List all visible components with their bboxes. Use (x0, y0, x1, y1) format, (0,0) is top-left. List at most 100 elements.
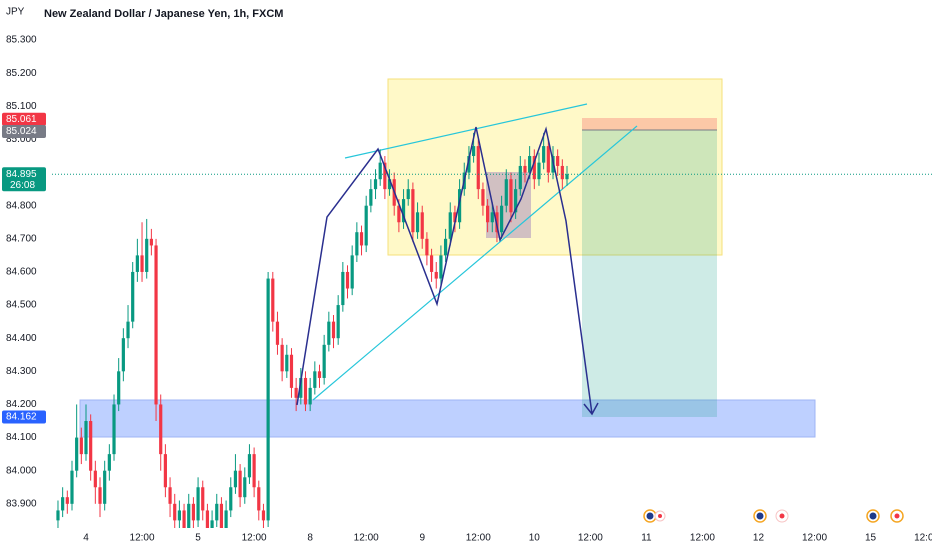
price-tag-label: 84.895 (6, 169, 37, 180)
candle-body (294, 387, 298, 398)
candle-body (266, 278, 270, 521)
candle-body (481, 189, 485, 206)
drawings (79, 78, 816, 438)
candle-body (453, 212, 457, 223)
zigzag (296, 126, 593, 415)
candle-body (89, 421, 93, 471)
candle-body (532, 156, 536, 180)
candle-body (149, 238, 153, 246)
candle-body (500, 205, 504, 233)
x-tick-label: 12:00 (354, 533, 379, 544)
candle-body (154, 245, 158, 405)
x-tick-label: 10 (529, 533, 541, 544)
x-tick-label: 4 (83, 533, 89, 544)
x-tick-label: 8 (307, 533, 313, 544)
candle-body (523, 165, 527, 173)
candle-body (247, 454, 252, 478)
y-tick-label: 84.300 (6, 366, 37, 377)
candle-body (331, 321, 336, 339)
candle-body (341, 271, 345, 306)
y-tick-label: 84.500 (6, 300, 37, 311)
candle-body (336, 305, 340, 339)
candle-body (117, 371, 121, 405)
y-tick-label: 85.300 (6, 35, 37, 46)
y-tick-label: 84.400 (6, 333, 37, 344)
y-tick-label: 84.700 (6, 233, 37, 244)
currency: JPY (6, 7, 25, 18)
support-zone (79, 399, 816, 438)
candle-body (103, 470, 107, 504)
x-tick-label: 12:00 (242, 533, 267, 544)
candle-body (313, 371, 317, 388)
candle-body (215, 503, 219, 521)
candle-body (369, 189, 373, 206)
candle-body (472, 146, 476, 157)
candle-body (420, 212, 424, 239)
y-tick-label: 84.100 (6, 432, 37, 443)
candle-body (271, 278, 275, 322)
candle-body (528, 156, 532, 173)
candle-body (434, 271, 438, 279)
y-tick-label: 84.200 (6, 399, 37, 410)
candle-body (425, 238, 429, 256)
candle-body (378, 162, 382, 180)
candle-body (187, 503, 191, 528)
event-icon (894, 513, 900, 519)
candle-body (205, 510, 210, 528)
arrow-head (583, 402, 599, 416)
candle-body (448, 212, 452, 239)
candle-body (261, 510, 266, 521)
candle-body (359, 232, 364, 246)
event-icon (646, 512, 654, 520)
candle-body (70, 470, 74, 504)
candle-body (560, 165, 564, 180)
y-tick-label: 83.900 (6, 498, 37, 509)
candle-body (457, 189, 462, 223)
candle-body (443, 238, 448, 256)
chart-title: New Zealand Dollar / Japanese Yen, 1h, F… (44, 8, 283, 20)
candle-body (355, 232, 359, 256)
x-tick-label: 12:00 (130, 533, 155, 544)
candle-body (504, 179, 508, 206)
candle-body (401, 199, 406, 223)
y-tick-label: 85.000 (6, 134, 37, 145)
target-zone (582, 130, 717, 417)
candle-body (163, 454, 167, 488)
stop-zone (582, 118, 717, 130)
y-tick-label: 84.600 (6, 267, 37, 278)
candle-body (387, 179, 392, 190)
candle-body (79, 437, 83, 455)
candle-body (514, 189, 518, 213)
candle-body (56, 510, 60, 521)
x-tick-label: 12:00 (690, 533, 715, 544)
candle-body (98, 487, 102, 504)
x-tick-label: 12:00 (914, 533, 932, 544)
candle-body (107, 454, 111, 471)
candle-body (177, 510, 181, 521)
candle-body (75, 437, 79, 471)
candle-body (145, 238, 149, 272)
candle-body (537, 162, 541, 180)
candle-body (546, 146, 550, 173)
candle-body (219, 503, 224, 528)
price-tag-label: 85.061 (6, 114, 37, 125)
candle-body (201, 487, 205, 511)
candle-body (135, 255, 139, 272)
candle-body (191, 503, 196, 521)
candle-body (509, 179, 513, 213)
candle-body (518, 165, 522, 190)
x-tick-label: 12 (753, 533, 765, 544)
candle-body (196, 487, 200, 521)
price-tag-label: 85.024 (6, 126, 37, 137)
candle-body (285, 354, 289, 372)
event-icon (779, 513, 785, 519)
candle-body (210, 520, 214, 528)
candle-body (490, 212, 494, 223)
price-tag (2, 112, 46, 126)
y-tick-label: 85.100 (6, 101, 37, 112)
candle-body (397, 205, 401, 223)
y-tick-label: 85.200 (6, 68, 37, 79)
y-tick-label: 84.800 (6, 200, 37, 211)
x-tick-label: 5 (195, 533, 201, 544)
